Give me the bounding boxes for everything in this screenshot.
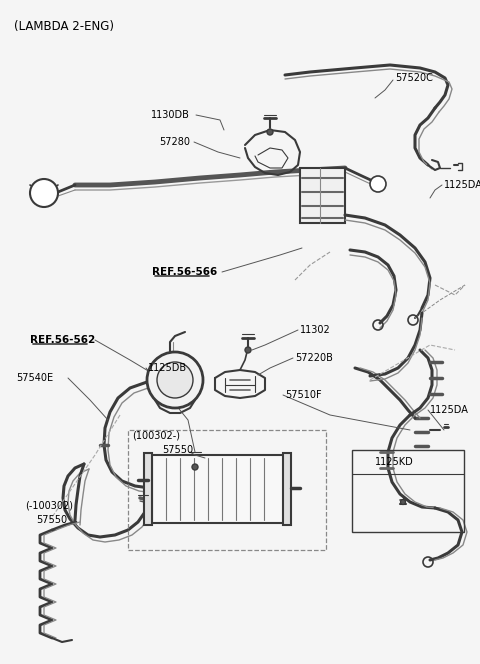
Circle shape	[147, 352, 203, 408]
Text: 57540E: 57540E	[16, 373, 53, 383]
Text: REF.56-562: REF.56-562	[30, 335, 95, 345]
Text: 57550: 57550	[36, 515, 67, 525]
Text: 1125DB: 1125DB	[148, 363, 187, 373]
Text: 1125KD: 1125KD	[375, 457, 414, 467]
Text: 57220B: 57220B	[295, 353, 333, 363]
Text: 11302: 11302	[300, 325, 331, 335]
Circle shape	[245, 347, 251, 353]
Text: 1130DB: 1130DB	[151, 110, 190, 120]
Bar	[283, 453, 291, 525]
Circle shape	[192, 464, 198, 470]
Circle shape	[157, 362, 193, 398]
Circle shape	[400, 499, 406, 505]
Text: 57550: 57550	[162, 445, 193, 455]
Text: 57510F: 57510F	[285, 390, 322, 400]
Bar	[148, 455, 286, 523]
Text: 1125DA: 1125DA	[430, 405, 469, 415]
Text: 57520C: 57520C	[395, 73, 433, 83]
Bar	[144, 453, 152, 525]
Text: 1125DA: 1125DA	[444, 180, 480, 190]
Circle shape	[30, 179, 58, 207]
Circle shape	[267, 129, 273, 135]
Bar	[352, 450, 464, 532]
Circle shape	[370, 176, 386, 192]
Bar	[128, 430, 326, 550]
Text: 57280: 57280	[159, 137, 190, 147]
Text: REF.56-566: REF.56-566	[152, 267, 217, 277]
Text: (LAMBDA 2-ENG): (LAMBDA 2-ENG)	[14, 20, 114, 33]
Text: (-100302): (-100302)	[25, 500, 73, 510]
Text: (100302-): (100302-)	[132, 430, 180, 440]
Bar	[300, 168, 345, 223]
